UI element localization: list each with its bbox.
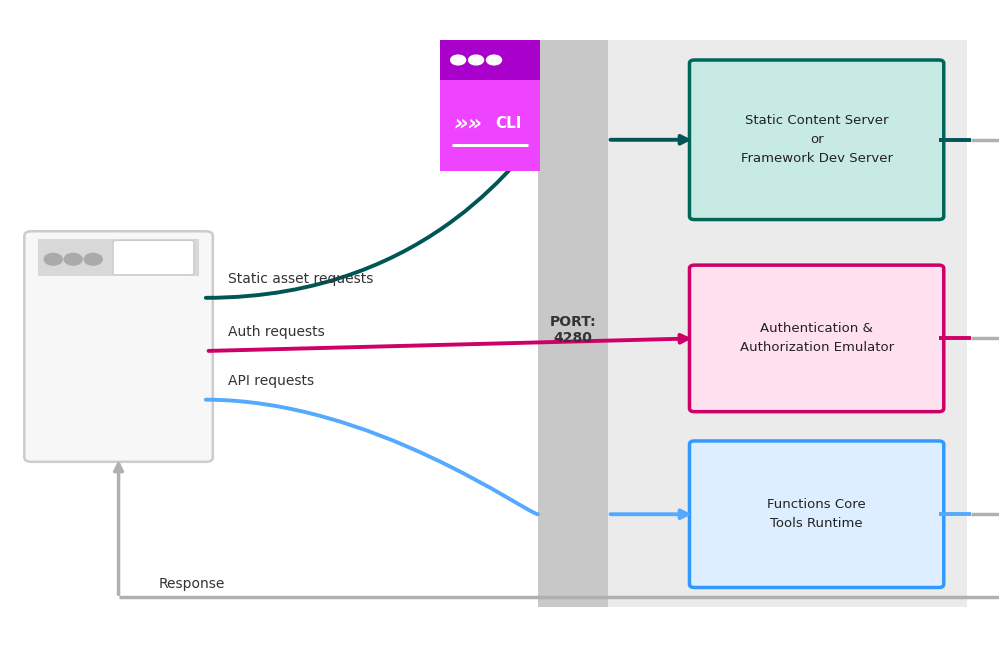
- Text: Response: Response: [158, 577, 225, 591]
- Circle shape: [451, 55, 466, 65]
- Bar: [440, 41, 540, 80]
- Circle shape: [84, 253, 102, 265]
- Text: CLI: CLI: [495, 116, 521, 131]
- Text: PORT:
4280: PORT: 4280: [549, 315, 596, 345]
- Circle shape: [64, 253, 82, 265]
- Text: »»: »»: [454, 113, 483, 133]
- Circle shape: [487, 55, 501, 65]
- Text: Authentication &
Authorization Emulator: Authentication & Authorization Emulator: [740, 322, 894, 354]
- FancyBboxPatch shape: [113, 241, 194, 275]
- Circle shape: [44, 253, 62, 265]
- Text: Functions Core
Tools Runtime: Functions Core Tools Runtime: [767, 498, 866, 530]
- FancyBboxPatch shape: [689, 265, 944, 411]
- Bar: [538, 41, 608, 607]
- Text: Static asset requests: Static asset requests: [228, 272, 373, 286]
- FancyBboxPatch shape: [689, 60, 944, 220]
- Circle shape: [469, 55, 484, 65]
- Text: Auth requests: Auth requests: [228, 325, 325, 339]
- FancyBboxPatch shape: [689, 441, 944, 587]
- Bar: [38, 239, 199, 276]
- FancyBboxPatch shape: [24, 232, 213, 462]
- Text: Static Content Server
or
Framework Dev Server: Static Content Server or Framework Dev S…: [741, 114, 893, 165]
- Bar: [538, 41, 967, 607]
- Bar: [440, 80, 540, 171]
- Text: API requests: API requests: [228, 374, 314, 388]
